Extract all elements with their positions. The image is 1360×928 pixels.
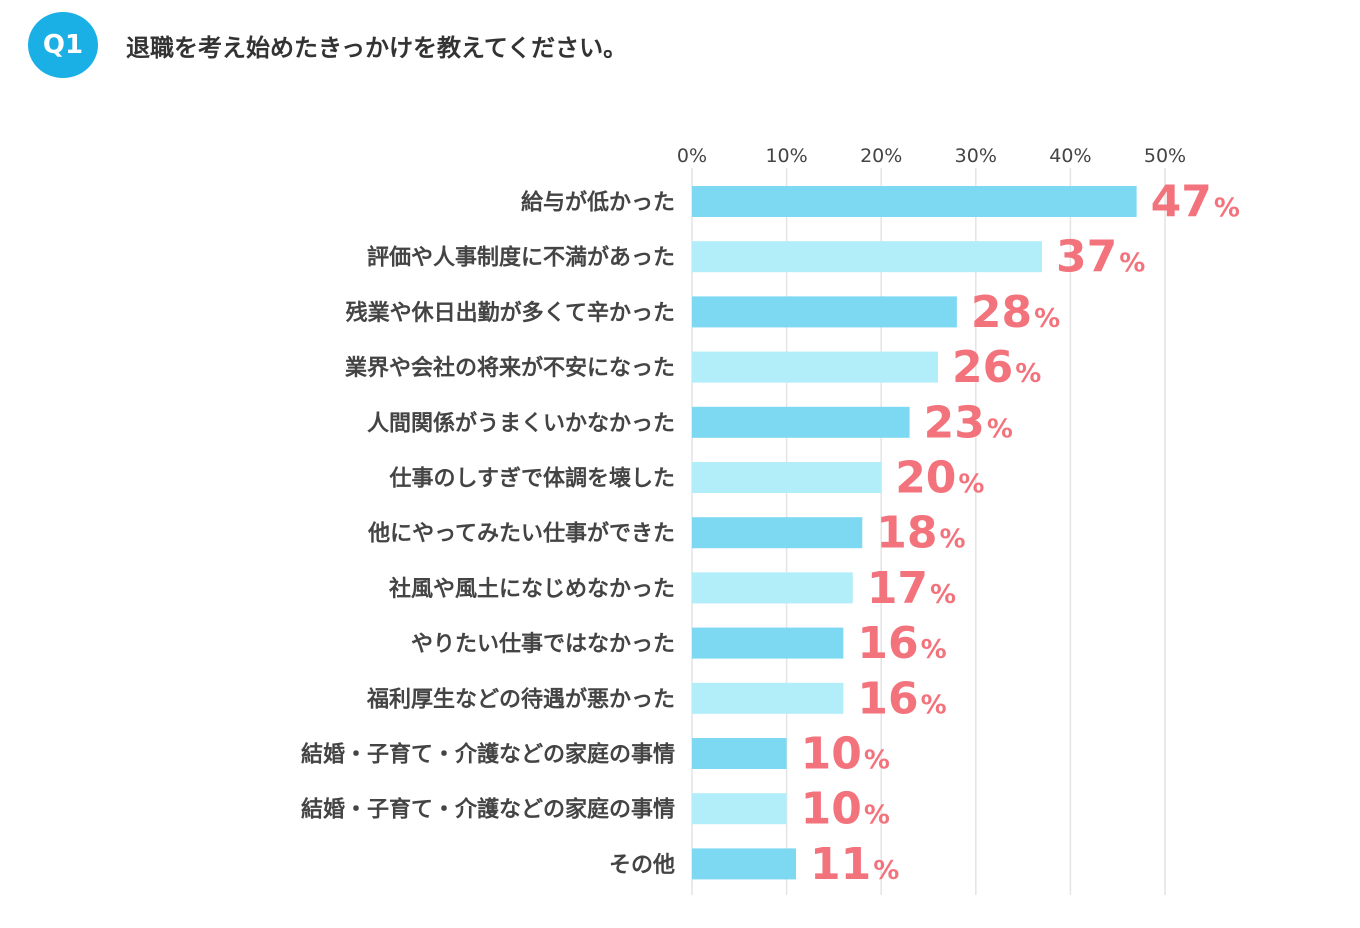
value-number: 11 <box>810 839 871 890</box>
value-label: 10% <box>801 729 890 780</box>
bar <box>692 351 938 383</box>
value-number: 26 <box>952 342 1013 393</box>
bar <box>692 517 863 549</box>
value-number: 23 <box>924 397 985 448</box>
question-badge: Q1 <box>28 12 98 78</box>
question-title: 退職を考え始めたきっかけを教えてください。 <box>126 34 628 62</box>
question-badge-label: Q1 <box>42 30 84 60</box>
bar <box>692 241 1043 273</box>
value-unit: % <box>1119 249 1145 279</box>
bar <box>692 793 787 825</box>
category-label: 評価や人事制度に不満があった <box>367 245 675 271</box>
category-label: 結婚・子育て・介護などの家庭の事情 <box>301 797 675 823</box>
value-label: 28% <box>971 287 1060 338</box>
category-label: 残業や休日出勤が多くて辛かった <box>346 300 675 326</box>
value-label: 23% <box>924 397 1013 448</box>
bar <box>692 848 797 880</box>
value-number: 28 <box>971 287 1032 338</box>
value-label: 11% <box>810 839 899 890</box>
value-unit: % <box>873 856 899 886</box>
value-unit: % <box>864 801 890 831</box>
value-label: 17% <box>867 563 956 614</box>
value-number: 47 <box>1151 177 1212 228</box>
value-label: 10% <box>801 784 890 835</box>
value-number: 16 <box>857 618 918 669</box>
value-label: 20% <box>895 453 984 504</box>
category-label: 社風や風土になじめなかった <box>389 576 675 602</box>
value-unit: % <box>864 746 890 776</box>
x-tick-label: 10% <box>765 145 807 167</box>
value-unit: % <box>921 690 947 720</box>
category-label: やりたい仕事ではなかった <box>411 631 675 657</box>
bar <box>692 738 787 769</box>
value-number: 10 <box>801 729 862 780</box>
value-label: 18% <box>876 508 965 559</box>
category-label: 人間関係がうまくいかなかった <box>367 410 675 436</box>
category-label: 他にやってみたい仕事ができた <box>367 521 675 547</box>
x-tick-label: 40% <box>1049 145 1091 167</box>
value-unit: % <box>921 635 947 665</box>
value-label: 37% <box>1056 232 1145 283</box>
category-label: 仕事のしすぎで体調を壊した <box>388 466 675 492</box>
x-tick-label: 20% <box>860 145 902 167</box>
value-number: 18 <box>876 508 937 559</box>
value-unit: % <box>940 525 966 555</box>
bar <box>692 572 853 604</box>
value-number: 16 <box>857 673 918 724</box>
value-unit: % <box>1015 359 1041 389</box>
bar <box>692 296 957 328</box>
value-label: 16% <box>857 618 946 669</box>
category-label: 給与が低かった <box>521 190 675 216</box>
value-unit: % <box>1214 194 1240 224</box>
value-number: 37 <box>1056 232 1117 283</box>
bar <box>692 406 910 438</box>
category-label: その他 <box>609 853 675 878</box>
category-label: 業界や会社の将来が不安になった <box>345 355 675 381</box>
bar <box>692 627 844 659</box>
value-label: 26% <box>952 342 1041 393</box>
x-tick-label: 0% <box>677 145 707 167</box>
bar <box>692 462 882 493</box>
value-label: 16% <box>857 673 946 724</box>
value-number: 17 <box>867 563 928 614</box>
x-tick-label: 50% <box>1144 145 1186 167</box>
value-unit: % <box>987 414 1013 444</box>
value-label: 47% <box>1151 177 1240 228</box>
bar <box>692 682 844 714</box>
value-unit: % <box>1034 304 1060 334</box>
x-tick-label: 30% <box>955 145 997 167</box>
value-number: 20 <box>895 453 956 504</box>
value-number: 10 <box>801 784 862 835</box>
category-label: 結婚・子育て・介護などの家庭の事情 <box>301 742 675 768</box>
value-unit: % <box>958 470 984 500</box>
value-unit: % <box>930 580 956 610</box>
bar <box>692 186 1137 217</box>
category-label: 福利厚生などの待遇が悪かった <box>366 686 675 712</box>
